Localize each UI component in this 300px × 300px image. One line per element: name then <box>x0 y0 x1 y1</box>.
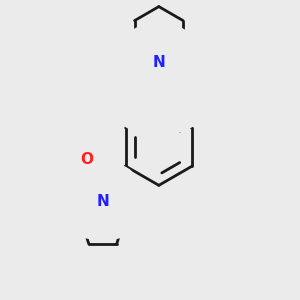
Text: N: N <box>152 55 165 70</box>
Text: S: S <box>153 75 165 93</box>
Text: N: N <box>96 194 109 209</box>
Text: O: O <box>176 76 190 91</box>
Text: O: O <box>80 152 93 167</box>
Text: O: O <box>128 76 141 91</box>
